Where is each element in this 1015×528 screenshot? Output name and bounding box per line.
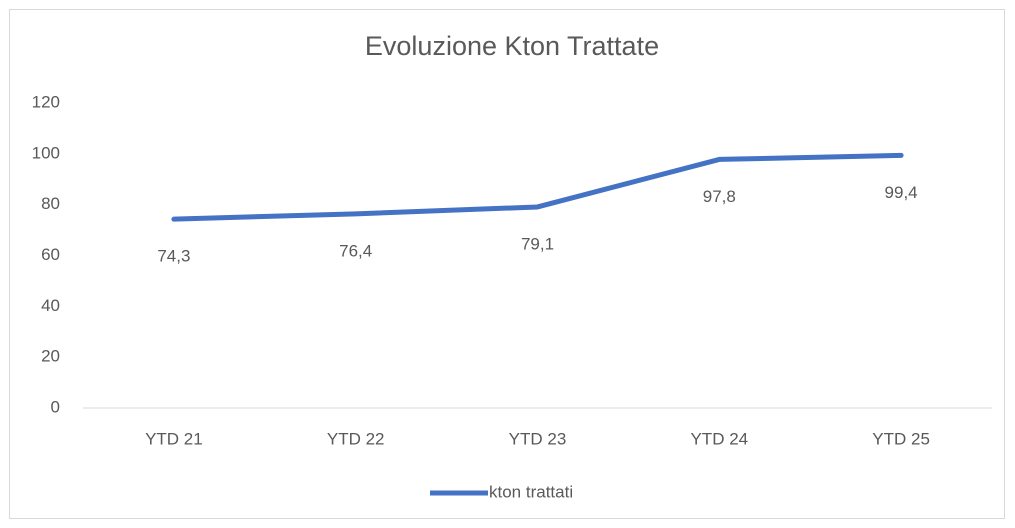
y-tick-label: 60	[41, 245, 60, 264]
legend-label: kton trattati	[489, 482, 573, 501]
x-tick-label: YTD 22	[327, 429, 385, 448]
y-tick-label: 20	[41, 347, 60, 366]
data-label: 97,8	[703, 187, 736, 206]
x-tick-label: YTD 24	[690, 429, 748, 448]
data-label: 79,1	[521, 234, 554, 253]
data-label: 74,3	[157, 247, 190, 266]
chart-border	[9, 9, 1005, 519]
data-label: 76,4	[339, 241, 372, 260]
x-tick-label: YTD 21	[145, 429, 203, 448]
x-tick-label: YTD 23	[509, 429, 567, 448]
y-tick-label: 100	[32, 143, 60, 162]
chart-title: Evoluzione Kton Trattate	[365, 31, 659, 61]
y-tick-label: 0	[51, 397, 60, 416]
y-tick-label: 80	[41, 194, 60, 213]
y-tick-label: 120	[32, 92, 60, 111]
data-label: 99,4	[885, 183, 918, 202]
y-tick-label: 40	[41, 296, 60, 315]
x-tick-label: YTD 25	[872, 429, 930, 448]
line-series	[171, 152, 904, 222]
